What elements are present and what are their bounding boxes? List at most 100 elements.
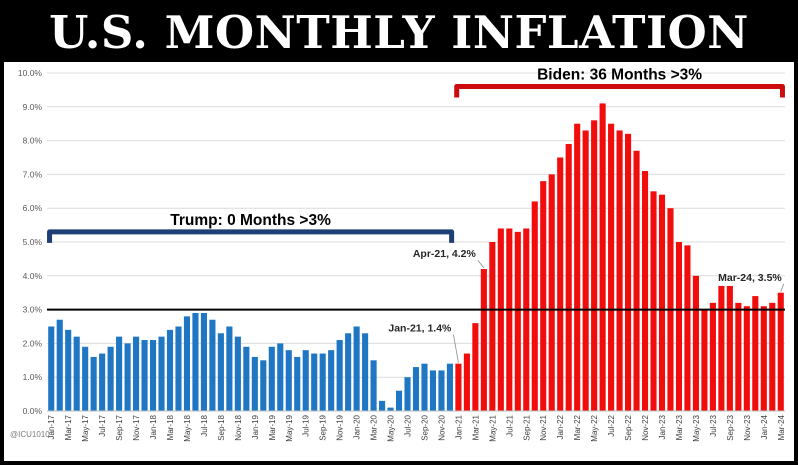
trump-bar [285,350,292,411]
biden-bar [599,103,606,412]
biden-bar [574,123,581,411]
trump-bar [268,346,275,411]
x-tick-label: Jan-22 [556,414,565,439]
x-tick-label: May-23 [692,414,701,441]
x-tick-label: Nov-22 [641,414,650,440]
biden-bar [489,242,496,411]
trump-bar [133,336,140,411]
trump-bar [99,353,106,411]
annotation-label: Mar-24, 3.5% [718,272,782,284]
trump-bracket [47,229,455,243]
trump-bar [260,360,267,411]
biden-bar [540,181,547,411]
trump-bar [124,343,131,411]
trump-bracket-label: Trump: 0 Months >3% [170,212,331,229]
x-tick-label: Mar-17 [64,414,73,440]
trump-bar [243,346,250,411]
trump-bar [158,336,165,411]
chart-title: U.S. MONTHLY INFLATION [49,6,749,59]
biden-bar [692,275,699,411]
trump-bar [353,326,360,411]
trump-bar [183,316,191,411]
trump-bar [82,346,89,411]
trump-bar [328,350,335,411]
biden-bar [684,245,691,411]
y-tick-label: 7.0% [23,169,43,179]
x-tick-label: Mar-23 [675,414,684,440]
biden-bar [769,302,776,411]
biden-bar [650,191,657,411]
biden-bar [506,228,513,411]
inflation-bar-chart: 0.0% 1.0% 2.0% 3.0% 4.0% 5.0% 6.0% 7.0% 8.0% 9.0%… [18,67,786,442]
biden-bar [608,123,615,411]
trump-bar [65,329,72,411]
biden-bracket [454,84,785,98]
x-tick-label: Sep-21 [522,414,531,440]
trump-bar [73,336,80,411]
x-tick-label: May-17 [81,414,90,441]
biden-bar [633,150,640,411]
x-tick-label: Nov-20 [437,414,446,440]
x-tick-label: Mar-24 [777,414,786,440]
trump-bar [429,370,437,411]
x-tick-label: Mar-19 [268,414,277,440]
trump-bar [395,390,403,411]
x-tick-label: Mar-21 [471,414,480,440]
x-tick-label: Sep-23 [726,414,735,440]
trump-bar [370,360,377,411]
y-tick-label: 3.0% [23,305,43,315]
annotation-label: Jan-21, 1.4% [388,323,452,335]
biden-bar [726,285,733,411]
plot-panel: 0.0% 1.0% 2.0% 3.0% 4.0% 5.0% 6.0% 7.0% 8.0% 9.0%… [4,62,794,461]
x-tick-label: Jan-24 [760,414,769,439]
trump-bar [48,326,55,411]
y-tick-label: 2.0% [23,338,43,348]
trump-bar [141,340,148,411]
biden-bar [463,353,470,411]
trump-bar [200,312,207,411]
trump-bar [438,370,445,411]
trump-bar [311,353,318,411]
biden-bar [582,130,589,411]
x-tick-label: Jul-18 [200,414,209,436]
x-tick-label: Jul-21 [505,414,514,436]
x-tick-label: Sep-19 [319,414,328,440]
x-tick-label: Mar-20 [370,414,379,440]
trump-bar [302,350,309,411]
trump-bar [234,336,241,411]
trump-bar [336,340,343,411]
trump-bar [446,363,453,411]
biden-bar [548,174,555,411]
biden-bar [455,363,462,411]
y-tick-label: 0.0% [23,406,43,416]
x-tick-label: Nov-21 [539,414,548,440]
trump-bar [107,346,114,411]
biden-bar [777,292,784,411]
biden-bar [701,309,708,411]
x-tick-label: Jan-18 [149,414,158,439]
x-tick-label: Jan-19 [251,414,260,439]
x-tick-label: Jan-21 [454,414,463,439]
x-tick-label: Mar-22 [573,414,582,440]
annotation-label: Apr-21, 4.2% [413,248,477,260]
trump-bar [192,312,199,411]
x-tick-label: May-19 [285,414,294,441]
biden-bar [565,143,572,411]
trump-bar [387,407,394,411]
x-tick-label: Jan-23 [658,414,667,439]
biden-bar [709,302,716,411]
trump-bar [421,363,428,411]
y-tick-label: 5.0% [23,237,43,247]
trump-bar [379,400,386,411]
x-tick-label: Sep-22 [624,414,633,440]
biden-bar [760,306,767,411]
watermark: @ICU1010 [10,430,50,439]
trump-bar [116,336,123,411]
trump-bar [149,340,157,411]
x-tick-label: May-22 [590,414,599,441]
x-tick-label: May-21 [488,414,497,441]
biden-bar [616,130,623,411]
x-tick-label: Nov-17 [132,414,141,440]
trump-bar [294,356,301,411]
